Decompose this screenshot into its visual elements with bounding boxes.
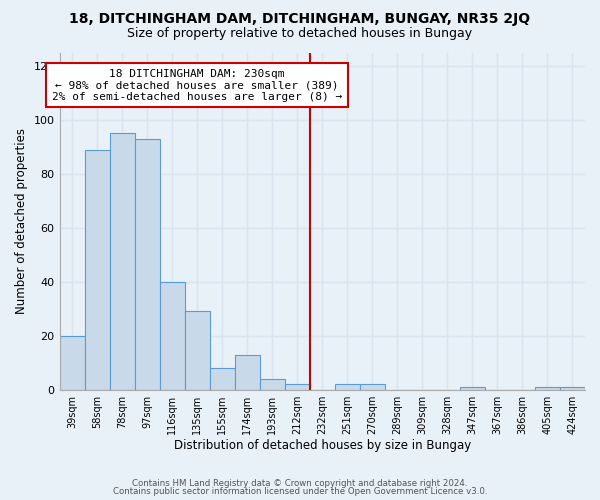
Text: Contains HM Land Registry data © Crown copyright and database right 2024.: Contains HM Land Registry data © Crown c… [132,478,468,488]
Bar [59,336,85,390]
Text: Contains public sector information licensed under the Open Government Licence v3: Contains public sector information licen… [113,487,487,496]
Bar [560,387,585,390]
Bar [285,384,310,390]
Bar [160,282,185,390]
Text: Size of property relative to detached houses in Bungay: Size of property relative to detached ho… [127,28,473,40]
Y-axis label: Number of detached properties: Number of detached properties [15,128,28,314]
Bar [360,384,385,390]
Text: 18, DITCHINGHAM DAM, DITCHINGHAM, BUNGAY, NR35 2JQ: 18, DITCHINGHAM DAM, DITCHINGHAM, BUNGAY… [70,12,530,26]
Bar [335,384,360,390]
Text: 18 DITCHINGHAM DAM: 230sqm
← 98% of detached houses are smaller (389)
2% of semi: 18 DITCHINGHAM DAM: 230sqm ← 98% of deta… [52,68,342,102]
Bar [85,150,110,390]
Bar [185,312,209,390]
Bar [260,379,285,390]
Bar [209,368,235,390]
Bar [134,139,160,390]
Bar [460,387,485,390]
X-axis label: Distribution of detached houses by size in Bungay: Distribution of detached houses by size … [173,440,471,452]
Bar [110,134,134,390]
Bar [235,354,260,390]
Bar [535,387,560,390]
